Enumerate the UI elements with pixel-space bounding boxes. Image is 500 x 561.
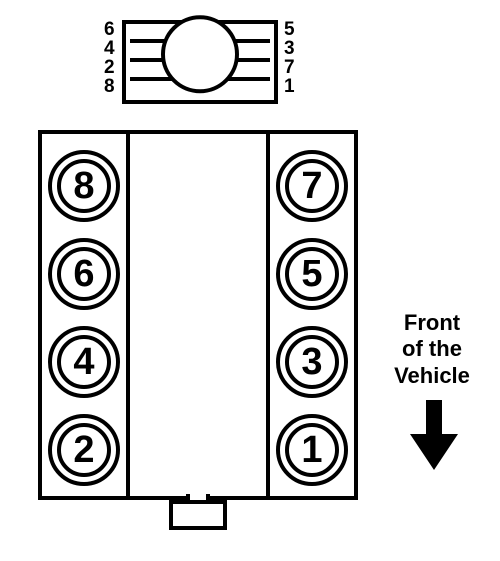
- cylinder-6: 6: [48, 238, 120, 310]
- cylinder-bank-left: 8 6 4 2: [38, 130, 130, 500]
- distributor-block: [122, 20, 278, 104]
- cylinder-bank-right: 7 5 3 1: [266, 130, 358, 500]
- cylinder-1: 1: [276, 414, 348, 486]
- front-line3: Vehicle: [394, 363, 470, 388]
- cylinder-label: 2: [73, 431, 94, 469]
- cylinder-label: 4: [73, 343, 94, 381]
- front-of-vehicle-label: Front of the Vehicle: [382, 310, 482, 389]
- cylinder-label: 3: [301, 343, 322, 381]
- arrow-down-icon: [410, 400, 458, 470]
- front-line1: Front: [404, 310, 460, 335]
- cylinder-label: 6: [73, 255, 94, 293]
- dist-left-3: 8: [104, 76, 115, 98]
- cylinder-2: 2: [48, 414, 120, 486]
- engine-output-tab: [169, 500, 227, 530]
- distributor-cap: [161, 15, 239, 93]
- cylinder-label: 1: [301, 431, 322, 469]
- cylinder-label: 7: [301, 167, 322, 205]
- firing-order-diagram: 6 4 2 8 5 3 7 1 8 6 4 2 7 5 3 1 Front: [0, 0, 500, 561]
- cylinder-4: 4: [48, 326, 120, 398]
- cylinder-label: 5: [301, 255, 322, 293]
- cylinder-label: 8: [73, 167, 94, 205]
- front-line2: of the: [402, 336, 462, 361]
- cylinder-5: 5: [276, 238, 348, 310]
- dist-right-3: 1: [284, 76, 295, 98]
- cylinder-3: 3: [276, 326, 348, 398]
- cylinder-7: 7: [276, 150, 348, 222]
- engine-block: 8 6 4 2 7 5 3 1: [38, 130, 358, 500]
- cylinder-8: 8: [48, 150, 120, 222]
